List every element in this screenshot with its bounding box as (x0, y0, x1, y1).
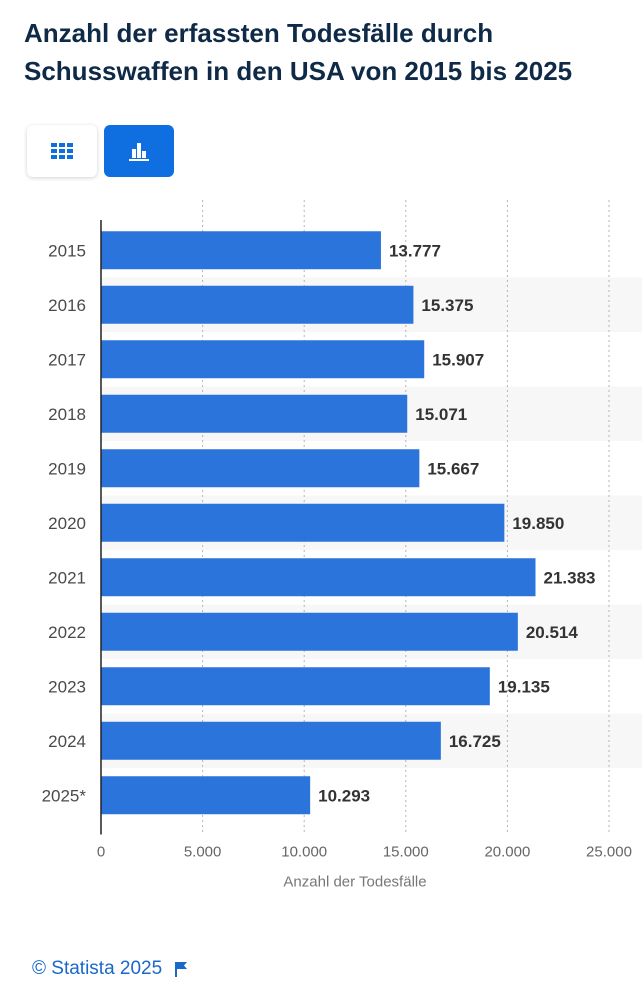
x-tick-label: 15.000 (383, 844, 429, 861)
bar (101, 340, 425, 379)
bar (101, 503, 505, 542)
table-grid-icon (51, 143, 73, 159)
bar-value-label: 19.850 (512, 514, 564, 533)
x-tick-label: 25.000 (586, 844, 632, 861)
bar-value-label: 16.725 (449, 732, 501, 751)
bar (101, 776, 311, 815)
y-tick-label: 2017 (48, 350, 86, 369)
copyright-link[interactable]: © Statista 2025 (32, 958, 163, 979)
footer: © Statista 2025 (32, 958, 188, 980)
bar-value-label: 15.667 (427, 459, 479, 478)
y-tick-label: 2022 (48, 623, 86, 642)
bar (101, 721, 441, 760)
chart-title: Anzahl der erfassten Todesfälle durch Sc… (24, 18, 573, 86)
x-tick-label: 20.000 (484, 844, 530, 861)
y-tick-label: 2024 (48, 732, 86, 751)
bar (101, 449, 420, 488)
bar-value-label: 15.071 (415, 405, 467, 424)
bar (101, 612, 518, 651)
y-tick-label: 2020 (48, 514, 86, 533)
bar-value-label: 10.293 (318, 786, 370, 805)
bar (101, 231, 381, 270)
bar-value-label: 20.514 (526, 623, 579, 642)
x-tick-label: 5.000 (184, 844, 222, 861)
flag-icon[interactable] (174, 961, 188, 977)
bar (101, 558, 536, 597)
y-tick-label: 2021 (48, 568, 86, 587)
y-tick-label: 2018 (48, 405, 86, 424)
y-tick-label: 2019 (48, 459, 86, 478)
bar-value-label: 13.777 (389, 241, 441, 260)
y-tick-label: 2015 (48, 241, 86, 260)
x-axis-title: Anzahl der Todesfälle (283, 874, 426, 891)
bar-value-label: 15.375 (421, 296, 473, 315)
bar (101, 667, 490, 706)
table-view-button[interactable] (27, 125, 97, 177)
bar (101, 285, 414, 324)
chart-view-button[interactable] (104, 125, 174, 177)
bar-value-label: 19.135 (498, 677, 550, 696)
x-tick-label: 0 (97, 844, 105, 861)
y-tick-label: 2023 (48, 677, 86, 696)
y-tick-label: 2016 (48, 296, 86, 315)
bar-chart: 13.777 2015 15.375 2016 15.907 2017 15.071 2018… (42, 200, 642, 891)
x-tick-label: 10.000 (281, 844, 327, 861)
bar-value-label: 15.907 (432, 350, 484, 369)
bar (101, 394, 408, 433)
y-tick-label: 2025* (42, 786, 87, 805)
bar-value-label: 21.383 (544, 568, 596, 587)
bar-chart-icon (129, 143, 149, 161)
